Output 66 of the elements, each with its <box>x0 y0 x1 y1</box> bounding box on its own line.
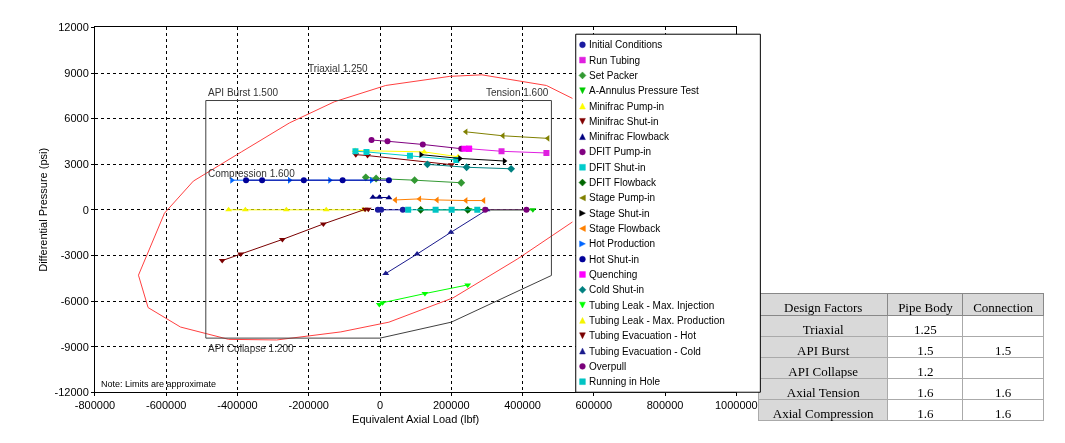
text: 1.5 <box>917 342 934 358</box>
legend-label: Minifrac Flowback <box>589 131 671 142</box>
text: 1.25 <box>914 321 937 337</box>
x-tick-label: 1000000 <box>714 399 758 412</box>
legend-label: Hot Production <box>589 238 656 249</box>
annotation: Tension 1.600 <box>486 87 549 98</box>
legend-label: Hot Shut-in <box>589 254 640 265</box>
y-tick-label: 6000 <box>64 112 89 125</box>
annotation: Triaxial 1.250 <box>308 63 369 74</box>
text: 1.6 <box>995 405 1012 421</box>
legend-label: Run Tubing <box>589 55 641 66</box>
category-label: Triaxial <box>802 321 844 337</box>
legend-label: DFIT Shut-in <box>589 162 646 173</box>
y-tick-label: -12000 <box>54 386 89 399</box>
text: 1.5 <box>995 342 1012 358</box>
legend-label: Tubing Leak - Max. Production <box>589 315 725 326</box>
legend-label: Minifrac Shut-in <box>589 116 659 127</box>
annotation: API Burst 1.500 <box>208 87 279 98</box>
y-tick-label: -6000 <box>60 294 89 307</box>
x-axis-title: Equivalent Axial Load (lbf) <box>352 412 480 425</box>
y-tick-label: -3000 <box>60 249 89 262</box>
category-label: Pipe Body <box>898 299 954 315</box>
x-tick-label: -400000 <box>217 399 258 412</box>
x-tick-label: 0 <box>376 399 384 412</box>
legend-label: Stage Shut-in <box>589 208 650 219</box>
x-tick-label: 800000 <box>646 399 684 412</box>
y-tick-label: 9000 <box>64 66 89 79</box>
x-tick-label: 600000 <box>575 399 613 412</box>
y-tick-label: 12000 <box>58 21 89 34</box>
x-tick-label: 200000 <box>432 399 470 412</box>
legend-label: Minifrac Pump-in <box>589 101 665 112</box>
category-label: API Burst <box>797 342 850 358</box>
text: 1.2 <box>917 363 934 379</box>
annotation: Compression 1.600 <box>208 168 296 179</box>
category-label: API Collapse <box>788 363 859 379</box>
legend-label: Running in Hole <box>589 376 661 387</box>
y-axis-title: Differential Pressure (psi) <box>37 147 50 272</box>
y-tick-label: 0 <box>82 203 89 216</box>
legend-label: DFIT Flowback <box>589 177 658 188</box>
x-tick-label: -600000 <box>146 399 187 412</box>
category-label: Axial Compression <box>772 405 874 421</box>
legend-label: Stage Pump-in <box>589 192 656 203</box>
legend-label: Overpull <box>589 361 627 372</box>
legend-label: Tubing Evacuation - Cold <box>589 346 701 357</box>
legend-label: Initial Conditions <box>589 39 663 50</box>
legend-label: DFIT Pump-in <box>589 146 652 157</box>
legend-label: Set Packer <box>589 70 639 81</box>
x-tick-label: 400000 <box>504 399 541 412</box>
category-label: Connection <box>973 299 1034 315</box>
legend-label: Stage Flowback <box>589 223 662 234</box>
annotation: Note: Limits are approximate <box>101 379 217 389</box>
x-tick-label: -800000 <box>74 399 116 412</box>
y-tick-label: 3000 <box>64 158 89 171</box>
legend-label: A-Annulus Pressure Test <box>589 85 700 96</box>
category-label: Design Factors <box>784 299 863 315</box>
legend-label: Quenching <box>589 269 638 280</box>
text: 1.6 <box>995 384 1012 400</box>
text: 1.6 <box>917 405 934 421</box>
annotation: API Collapse 1.200 <box>208 343 295 354</box>
legend-label: Tubing Evacuation - Hot <box>589 330 697 341</box>
legend-label: Tubing Leak - Max. Injection <box>589 300 715 311</box>
legend-label: Cold Shut-in <box>589 284 645 295</box>
text: 1.6 <box>917 384 934 400</box>
category-label: Axial Tension <box>786 384 860 400</box>
x-tick-label: -200000 <box>288 399 329 412</box>
y-tick-label: -9000 <box>60 340 89 353</box>
